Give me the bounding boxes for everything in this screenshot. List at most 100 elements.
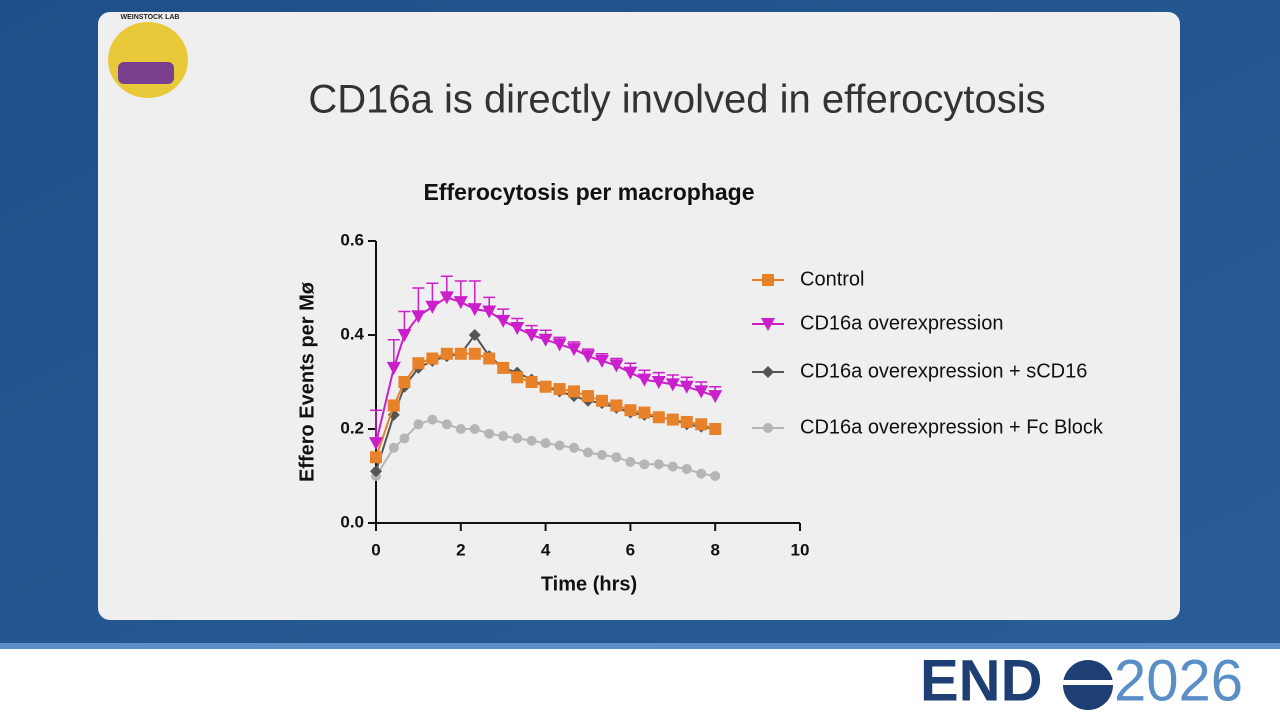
marker xyxy=(483,352,496,365)
marker xyxy=(497,361,510,374)
x-tick-label: 0 xyxy=(371,540,380,559)
marker xyxy=(524,329,539,342)
marker xyxy=(496,314,511,328)
marker xyxy=(399,433,410,444)
marker xyxy=(454,347,467,360)
marker xyxy=(665,378,680,392)
marker xyxy=(398,376,411,388)
logo-text: WEINSTOCK LAB xyxy=(121,14,180,21)
marker xyxy=(694,385,709,399)
marker xyxy=(426,352,439,365)
legend-marker xyxy=(761,318,775,331)
marker xyxy=(625,456,636,467)
x-tick-label: 6 xyxy=(626,540,635,559)
marker xyxy=(552,338,567,352)
marker xyxy=(440,347,453,360)
footer-logo-band xyxy=(1060,680,1116,685)
x-tick-label: 10 xyxy=(791,540,810,559)
marker xyxy=(540,438,551,449)
slide-title: CD16a is directly involved in efferocyto… xyxy=(308,78,1045,122)
logo-mouth xyxy=(118,62,174,84)
marker xyxy=(681,463,692,474)
marker xyxy=(412,357,425,370)
marker xyxy=(680,415,693,428)
legend-marker xyxy=(762,366,774,378)
marker xyxy=(610,399,623,412)
marker xyxy=(511,371,524,384)
chart-title: Efferocytosis per macrophage xyxy=(423,179,754,205)
marker xyxy=(388,442,399,453)
footer-rule xyxy=(0,643,1280,649)
marker xyxy=(370,451,382,464)
x-tick-label: 4 xyxy=(541,540,551,559)
marker xyxy=(397,329,412,342)
lab-logo: WEINSTOCK LAB xyxy=(108,14,188,98)
marker xyxy=(539,380,552,393)
marker xyxy=(679,380,694,394)
marker xyxy=(652,411,665,424)
marker xyxy=(594,354,609,368)
marker xyxy=(623,366,638,380)
marker xyxy=(525,376,538,388)
marker xyxy=(653,459,664,470)
marker xyxy=(595,394,608,407)
y-tick-label: 0.0 xyxy=(340,512,364,531)
marker xyxy=(468,347,481,360)
marker xyxy=(667,461,678,472)
marker xyxy=(710,471,721,481)
marker xyxy=(413,419,424,430)
slide-card xyxy=(98,12,1180,620)
marker xyxy=(427,414,438,425)
marker xyxy=(581,350,595,364)
marker xyxy=(651,376,666,389)
marker xyxy=(468,329,481,341)
footer-logo-left: END xyxy=(920,648,1042,713)
marker xyxy=(596,449,607,460)
marker xyxy=(582,390,594,403)
marker xyxy=(569,442,580,453)
marker xyxy=(370,465,382,478)
marker xyxy=(609,359,624,373)
marker xyxy=(538,333,553,347)
marker xyxy=(411,310,426,324)
marker xyxy=(708,390,723,404)
marker xyxy=(567,343,582,357)
legend-marker xyxy=(762,274,774,286)
marker xyxy=(453,296,468,310)
marker xyxy=(638,406,651,419)
marker xyxy=(639,459,650,470)
marker xyxy=(386,361,401,375)
marker xyxy=(439,291,454,305)
footer-logo: END 2026 xyxy=(920,648,1243,713)
marker xyxy=(637,373,652,387)
y-axis-label: Effero Events per Mø xyxy=(296,281,318,482)
marker xyxy=(526,435,537,446)
legend-label: CD16a overexpression + sCD16 xyxy=(800,360,1087,382)
x-tick-label: 2 xyxy=(456,540,465,559)
marker xyxy=(709,423,722,435)
marker xyxy=(696,468,707,479)
marker xyxy=(512,433,523,444)
marker xyxy=(553,383,566,396)
y-tick-label: 0.4 xyxy=(340,324,364,343)
marker xyxy=(469,424,480,434)
marker xyxy=(624,404,637,417)
marker xyxy=(455,424,466,434)
marker xyxy=(425,300,440,314)
marker xyxy=(441,419,452,430)
footer-logo-right: 2026 xyxy=(1114,648,1243,713)
marker xyxy=(498,431,509,442)
x-tick-label: 8 xyxy=(710,540,719,559)
marker xyxy=(484,428,495,439)
y-tick-label: 0.2 xyxy=(340,418,364,437)
marker xyxy=(583,447,593,458)
legend-label: Control xyxy=(800,268,864,290)
marker xyxy=(554,440,565,451)
y-tick-label: 0.6 xyxy=(340,230,364,249)
marker xyxy=(510,321,525,335)
marker xyxy=(482,305,497,319)
legend-marker xyxy=(763,423,773,433)
x-axis-label: Time (hrs) xyxy=(541,573,637,595)
